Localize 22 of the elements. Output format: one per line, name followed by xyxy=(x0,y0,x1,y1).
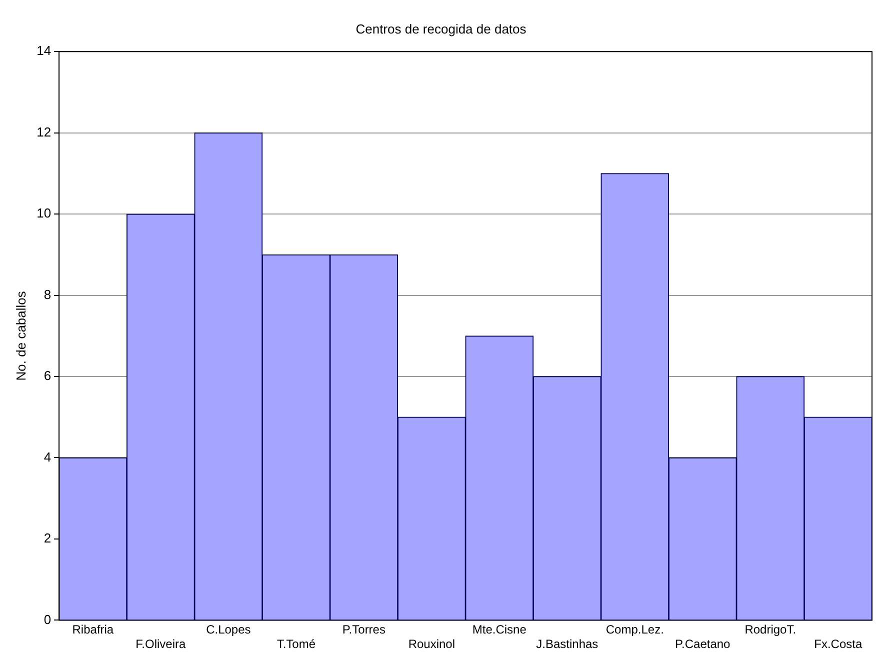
x-tick-label: P.Torres xyxy=(342,622,386,637)
x-tick-label: J.Bastinhas xyxy=(536,637,598,652)
y-tick-label: 0 xyxy=(44,612,52,627)
y-axis-title: No. de caballos xyxy=(13,290,28,381)
x-tick-label: RodrigoT. xyxy=(744,622,796,637)
x-tick-label: Comp.Lez. xyxy=(606,622,664,637)
x-tick-label: Mte.Cisne xyxy=(472,622,527,637)
x-tick-label: Rouxinol xyxy=(408,637,456,652)
x-tick-label: Ribafria xyxy=(72,622,114,637)
chart-title: Centros de recogida de datos xyxy=(356,21,527,36)
x-tick-label: F.Oliveira xyxy=(136,637,186,652)
y-tick-label: 4 xyxy=(44,449,52,464)
x-tick-label: C.Lopes xyxy=(206,622,251,637)
y-tick-label: 10 xyxy=(36,206,52,221)
y-tick-label: 8 xyxy=(44,286,52,302)
y-tick-label: 12 xyxy=(36,124,52,140)
y-tick-label: 2 xyxy=(44,530,52,546)
x-tick-label: T.Tomé xyxy=(276,637,316,652)
y-tick-label: 14 xyxy=(36,43,52,58)
x-tick-label: Fx.Costa xyxy=(814,637,862,652)
y-tick-label: 6 xyxy=(44,368,52,384)
x-tick-label: P.Caetano xyxy=(675,637,731,652)
